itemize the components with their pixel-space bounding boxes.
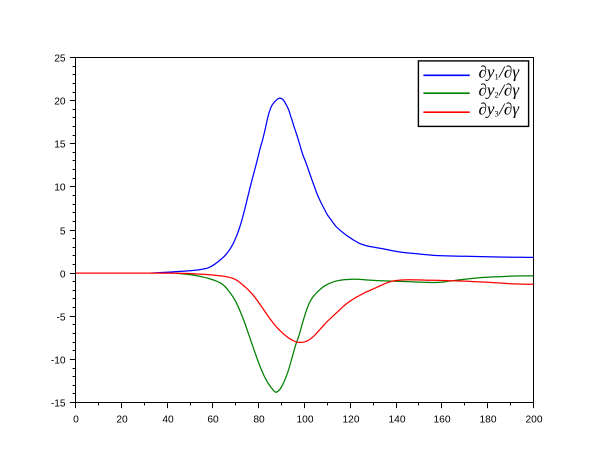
svg-text:10: 10 — [54, 183, 66, 194]
svg-text:180: 180 — [480, 414, 497, 425]
svg-text:5: 5 — [60, 227, 66, 238]
svg-text:20: 20 — [54, 97, 66, 108]
svg-text:100: 100 — [297, 414, 314, 425]
svg-text:80: 80 — [253, 414, 265, 425]
svg-text:-15: -15 — [51, 399, 66, 410]
svg-text:15: 15 — [54, 140, 66, 151]
svg-text:160: 160 — [434, 414, 451, 425]
svg-text:40: 40 — [162, 414, 174, 425]
svg-text:200: 200 — [526, 414, 543, 425]
svg-text:∂y2/∂γ: ∂y2/∂γ — [479, 81, 521, 100]
svg-text:60: 60 — [207, 414, 219, 425]
svg-text:25: 25 — [54, 54, 66, 65]
svg-text:∂y3/∂γ: ∂y3/∂γ — [479, 100, 521, 119]
svg-text:140: 140 — [389, 414, 406, 425]
svg-text:0: 0 — [60, 270, 66, 281]
svg-text:0: 0 — [73, 414, 79, 425]
svg-text:∂y1/∂γ: ∂y1/∂γ — [479, 63, 521, 82]
svg-text:-10: -10 — [51, 356, 66, 367]
svg-text:120: 120 — [343, 414, 360, 425]
svg-text:-5: -5 — [57, 313, 66, 324]
svg-text:20: 20 — [116, 414, 128, 425]
